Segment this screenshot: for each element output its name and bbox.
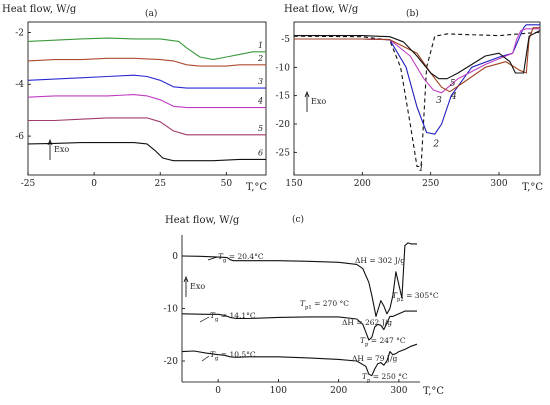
series-line-c-middle [181,310,417,341]
panel-label: (a) [145,8,157,19]
plot-frame [293,21,541,176]
y-tick-label: -10 [164,305,179,315]
y-tick-label: -10 [276,63,291,73]
series-line-a-3 [27,74,266,89]
y-tick-label: -4 [15,80,24,90]
series-label-b-1: 1 [418,164,424,174]
annotation-tp1: Tp1 = 270 °C [300,299,349,311]
panel-c: 0 100 200 300 0 -10 -20 Heat flow, W/g (c) T,°C Ex… [164,214,445,397]
y-tick-label: -25 [276,148,291,158]
x-tick-label: 100 [270,386,287,396]
series-line-a-5 [28,117,266,136]
exo-label: Exo [190,282,205,291]
annotation-dh2: ΔH = 262 J/g [342,318,392,327]
series-line-b-3 [294,28,540,94]
annotation-tg2: Tg = 14.1°C [210,311,256,323]
annotation-pointer-tg1 [207,256,218,261]
series-line-b-5 [294,30,541,80]
series-line-b-4 [294,27,540,93]
exo-arrow-head [304,90,310,98]
y-axis-title: Heat flow, W/g [284,4,359,15]
series-label-a-2: 2 [257,54,263,63]
x-axis-title: T,°C [246,182,267,193]
plot-frame [27,21,267,176]
y-tick-label: -15 [276,92,291,102]
series-line-a-1 [27,37,266,61]
series-label-b-4: 4 [450,92,457,102]
annotation-dh3: ΔH = 79 J/g [352,354,397,363]
x-axis-title: T,°C [522,182,543,193]
series-line-b-2 [294,24,540,135]
x-tick-label: 300 [390,386,407,396]
x-tick-label: 0 [91,179,97,189]
series-label-a-4: 4 [257,97,263,106]
panel-label: (c) [292,214,304,225]
x-tick-label: -25 [21,179,36,189]
y-axis-title: Heat flow, W/g [165,215,240,226]
annotation-dh1: ΔH = 302 J/g [355,256,405,265]
exo-label: Exo [54,145,69,154]
annotation-tp4: Tp = 250 °C [362,372,408,384]
x-tick-label: 0 [215,386,221,396]
annotation-tp3: Tp = 247 °C [360,336,406,348]
annotation-pointer-tg2 [199,316,210,323]
annotation-tg3: Tg = 10.5°C [210,350,256,362]
series-label-a-3: 3 [258,77,263,86]
series-line-a-4 [27,94,266,109]
y-tick-label: -20 [276,120,291,130]
x-tick-label: 150 [285,179,302,189]
exo-arrow-head [183,275,189,283]
x-tick-label: 25 [154,179,166,189]
series-label-b-3: 3 [436,96,442,106]
annotation-tp2: Tp2 = 305°C [392,291,439,303]
series-label-a-6: 6 [258,148,263,157]
x-tick-label: 200 [330,386,347,396]
annotation-pointer-tg3 [201,355,210,362]
x-tick-label: 300 [490,179,507,189]
series-label-b-2: 2 [432,140,439,150]
series-line-a-6 [27,142,266,162]
x-tick-label: 50 [221,179,233,189]
exo-arrow-head [47,138,53,146]
exo-label: Exo [311,97,326,106]
y-axis-title: Heat flow, W/g [2,4,77,15]
series-line-c-top [181,242,417,317]
series-label-a-1: 1 [258,41,263,50]
y-tick-label: -20 [164,357,179,367]
y-tick-label: -5 [281,35,290,45]
series-line-c-bottom [181,343,418,377]
y-tick-label: -6 [15,132,24,142]
y-tick-label: -2 [15,28,24,38]
series-label-a-5: 5 [258,124,263,133]
x-axis-title: T,°C [423,386,444,397]
x-tick-label: 250 [422,179,439,189]
series-line-b-1 [293,31,541,168]
series-label-b-5: 5 [450,79,456,89]
panel-b: 150 200 250 300 -5 -10 -15 -20 -25 Heat flow, W/g… [276,4,544,193]
x-tick-label: 200 [354,179,371,189]
annotation-tg1: Tg = 20.4°C [218,252,264,264]
series-line-a-2 [27,57,266,67]
panel-label: (b) [406,8,419,19]
y-tick-label: 0 [172,252,178,262]
